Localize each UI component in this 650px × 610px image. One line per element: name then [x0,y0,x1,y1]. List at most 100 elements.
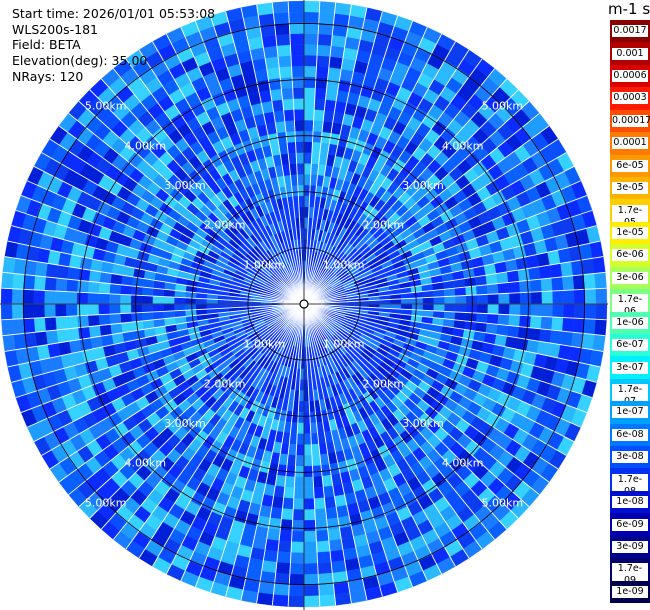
range-ring-label: 2.00km [363,219,405,232]
range-gate-cell [303,130,314,143]
range-gate-cell [530,291,543,305]
range-gate-cell [297,411,305,424]
range-gate-cell [552,303,564,318]
range-gate-cell [318,12,335,25]
range-gate-cell [294,476,305,489]
range-gate-cell [13,258,27,275]
range-gate-cell [465,303,478,314]
range-gate-cell [295,152,305,164]
range-gate-cell [530,303,543,317]
range-gate-cell [67,327,80,342]
range-gate-cell [327,528,342,541]
range-gate-cell [422,297,435,305]
range-gate-cell [293,98,305,110]
range-gate-cell [517,268,531,282]
range-gate-cell [422,303,435,311]
range-gate-cell [595,303,608,321]
range-gate-cell [574,303,586,319]
range-gate-cell [303,163,312,175]
colorbar-tick-label: 3e-05 [612,182,648,195]
range-gate-cell [476,284,488,296]
range-gate-cell [538,264,552,280]
range-gate-cell [315,529,330,542]
range-gate-cell [33,317,46,333]
range-gate-cell [56,328,70,344]
range-gate-cell [295,141,305,153]
range-gate-cell [583,273,596,290]
range-gate-cell [303,465,314,478]
range-gate-cell [266,67,281,80]
range-gate-cell [1,319,14,336]
range-gate-cell [275,562,291,575]
range-gate-cell [76,280,89,293]
range-gate-cell [44,316,57,332]
instrument-text: WLS200s-181 [12,21,98,37]
range-gate-cell [303,119,314,132]
range-gate-cell [465,294,478,305]
range-gate-cell [519,303,532,317]
range-gate-cell [326,77,340,91]
range-gate-cell [549,263,563,279]
range-gate-cell [184,297,197,305]
range-gate-cell [303,498,315,510]
range-gate-cell [314,98,326,111]
range-gate-cell [318,583,335,596]
range-gate-cell [173,303,186,311]
range-gate-cell [316,540,331,553]
range-gate-cell [411,297,424,305]
range-gate-cell [303,519,317,532]
range-gate-cell [22,303,34,319]
range-gate-cell [509,303,521,316]
range-gate-cell [290,44,305,56]
range-gate-cell [152,295,164,305]
colorbar-tick-label: 6e-06 [612,249,648,262]
range-gate-cell [0,303,13,321]
range-gate-cell [303,11,320,24]
range-gate-cell [295,455,305,467]
range-gate-cell [256,592,274,606]
range-gate-cell [288,11,305,24]
range-gate-cell [562,275,575,291]
range-gate-cell [303,44,318,56]
range-gate-cell [314,497,326,510]
range-gate-cell [76,315,89,328]
range-gate-cell [303,552,318,564]
range-ring-label: 3.00km [402,417,444,430]
range-gate-cell [303,33,319,45]
range-gate-cell [529,278,542,293]
range-gate-cell [314,508,327,521]
range-gate-cell [98,314,111,326]
range-gate-cell [509,292,521,305]
range-gate-cell [296,163,305,175]
range-gate-cell [333,13,350,27]
range-gate-cell [184,303,197,311]
colorbar-tick-label: 6e-07 [612,339,648,352]
colorbar-tick-label: 1e-09 [612,585,648,598]
range-gate-cell [581,333,595,350]
range-gate-cell [327,67,342,80]
range-gate-cell [293,109,305,121]
range-gate-cell [316,551,332,564]
range-gate-cell [54,290,67,305]
range-gate-cell [163,296,175,305]
range-gate-cell [66,278,79,293]
range-gate-cell [284,120,296,132]
range-gate-cell [152,303,164,313]
range-ring-label: 4.00km [442,139,484,152]
range-gate-cell [264,538,280,552]
range-gate-cell [276,44,292,57]
range-ring-label: 4.00km [125,139,167,152]
elevation-text: Elevation(deg): 35.00 [12,53,148,69]
range-gate-cell [55,277,68,292]
range-gate-cell [303,54,318,67]
range-gate-cell [592,256,606,274]
range-gate-cell [87,281,100,294]
range-gate-cell [444,303,456,313]
range-gate-cell [487,293,499,305]
colorbar-tick-label: 0.0001 [612,137,648,150]
range-gate-cell [268,517,282,531]
range-gate-cell [519,291,532,305]
range-gate-cell [67,266,80,281]
range-gate-cell [444,295,456,305]
range-gate-cell [44,276,57,292]
